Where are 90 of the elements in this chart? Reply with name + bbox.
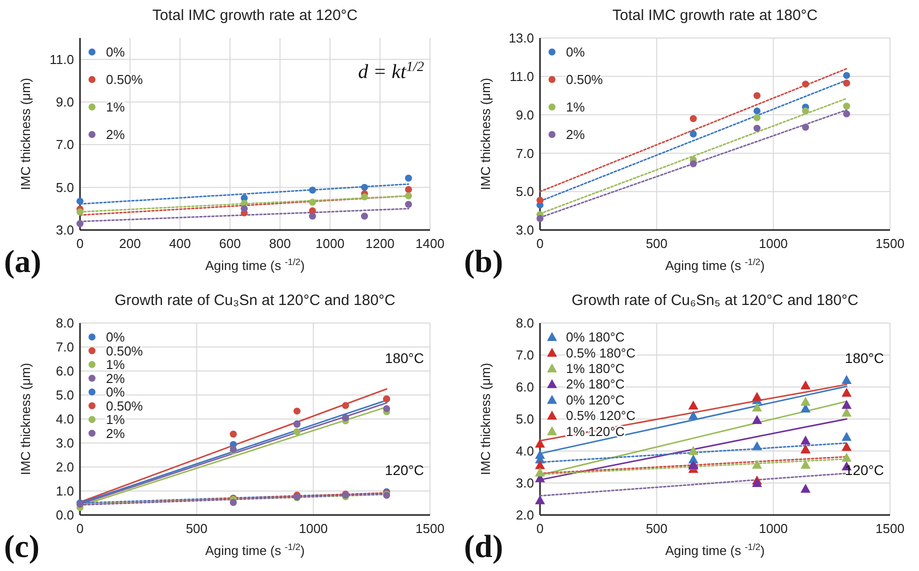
chart-title: Total IMC growth rate at 120°C — [152, 7, 358, 24]
chart-title: Total IMC growth rate at 180°C — [612, 7, 818, 24]
text: (c) — [4, 528, 40, 564]
legend-label: 1% — [106, 100, 126, 115]
text: (d) — [464, 528, 504, 564]
legend-label: 2% — [106, 370, 126, 386]
y-tick-label: 7.0 — [56, 340, 74, 355]
legend-label: 0% — [106, 44, 126, 60]
x-tick-label: 1500 — [876, 236, 904, 251]
legend-label: 0.5% 180°C — [566, 345, 636, 360]
y-tick-label: 1.0 — [56, 484, 74, 499]
y-axis-title: IMC thickness (μm) — [478, 362, 493, 476]
legend-label: 0.50% — [106, 72, 144, 88]
legend-label: 0% 180°C — [566, 330, 625, 345]
y-tick-label: 5.0 — [516, 184, 534, 200]
annotation: d = kt$^{1/2}$ — [358, 60, 424, 83]
x-tick-label: 1500 — [416, 521, 444, 536]
legend-label: 1% — [106, 412, 126, 428]
y-tick-label: 4.0 — [56, 412, 74, 427]
y-tick-label: 7.0 — [516, 146, 534, 161]
chart-title: Growth rate of Cu₆Sn₅ at 120°C and 180°C — [572, 292, 859, 309]
y-tick-label: 13.0 — [508, 30, 534, 46]
legend-label: 0.50% — [566, 72, 604, 88]
y-tick-label: 5.0 — [56, 388, 74, 403]
y-tick-label: 5.0 — [516, 412, 534, 427]
y-tick-label: 3.0 — [516, 476, 534, 491]
annotation: 120°C — [844, 462, 884, 478]
x-tick-label: 0 — [536, 236, 544, 251]
y-tick-label: 3.0 — [56, 436, 74, 451]
x-tick-label: 1000 — [298, 521, 328, 536]
annotation: 180°C — [844, 350, 884, 366]
y-tick-label: 5.0 — [56, 180, 74, 195]
annotation: 180°C — [384, 350, 424, 366]
y-tick-label: 6.0 — [56, 364, 74, 379]
x-axis-title: Aging time (s $^{-1/2}$) — [665, 257, 765, 273]
y-tick-label: 11.0 — [50, 52, 74, 67]
y-axis-title: IMC thickness (μm) — [18, 362, 33, 476]
x-tick-label: 1400 — [416, 236, 444, 251]
legend-label: 2% 180°C — [566, 376, 625, 392]
x-tick-label: 1500 — [876, 521, 904, 536]
legend-label: 0% 120°C — [566, 392, 625, 408]
legend-label: 2% — [106, 127, 126, 142]
legend-label: 0% — [106, 384, 126, 400]
y-tick-label: 3.0 — [56, 222, 74, 238]
legend-label: 1% — [106, 357, 126, 372]
x-tick-label: 500 — [646, 521, 668, 536]
legend-label: 0% — [566, 44, 586, 60]
legend-label: 0.50% — [106, 343, 144, 358]
x-tick-label: 1200 — [366, 236, 394, 251]
annotation: 120°C — [384, 462, 424, 478]
y-tick-label: 9.0 — [56, 94, 74, 110]
y-tick-label: 0.0 — [56, 508, 74, 523]
y-tick-label: 9.0 — [516, 107, 534, 122]
y-axis-title: IMC thickness (μm) — [18, 78, 33, 190]
chart-title: Growth rate of Cu₃Sn at 120°C and 180°C — [114, 292, 396, 309]
x-axis-title: Aging time (s $^{-1/2}$) — [205, 257, 305, 273]
x-tick-label: 1000 — [758, 521, 788, 536]
x-axis-title: Aging time (s $^{-1/2}$) — [665, 542, 765, 558]
x-tick-label: 0 — [536, 521, 544, 536]
x-tick-label: 0 — [76, 236, 84, 251]
x-tick-label: 200 — [119, 236, 141, 251]
legend-label: 2% — [566, 127, 586, 142]
x-tick-label: 500 — [186, 521, 208, 536]
legend-label: 1% 180°C — [566, 360, 625, 376]
x-tick-label: 400 — [169, 236, 191, 251]
y-tick-label: 8.0 — [56, 316, 74, 331]
x-tick-label: 0 — [76, 521, 84, 536]
y-tick-label: 4.0 — [516, 444, 534, 459]
y-tick-label: 8.0 — [516, 316, 534, 331]
y-tick-label: 3.0 — [516, 222, 534, 238]
x-tick-label: 500 — [646, 236, 668, 251]
y-tick-label: 2.0 — [516, 508, 534, 523]
y-tick-label: 11.0 — [510, 68, 534, 84]
y-tick-label: 2.0 — [56, 460, 74, 475]
x-tick-label: 600 — [219, 236, 241, 251]
y-tick-label: 7.0 — [56, 137, 74, 152]
x-tick-label: 1000 — [316, 236, 344, 251]
legend-label: 0% — [106, 330, 126, 345]
x-tick-label: 800 — [269, 236, 291, 251]
legend-label: 1% — [566, 100, 586, 115]
y-axis-title: IMC thickness (μm) — [478, 78, 493, 190]
y-tick-label: 6.0 — [516, 380, 534, 395]
text: (b) — [464, 243, 504, 279]
x-tick-label: 1000 — [758, 236, 788, 251]
legend-label: 0.50% — [106, 398, 144, 414]
y-tick-label: 7.0 — [516, 348, 534, 363]
legend-label: 2% — [106, 426, 126, 441]
legend-label: 0.5% 120°C — [566, 408, 636, 424]
x-axis-title: Aging time (s $^{-1/2}$) — [205, 542, 305, 558]
text: (a) — [4, 243, 42, 279]
